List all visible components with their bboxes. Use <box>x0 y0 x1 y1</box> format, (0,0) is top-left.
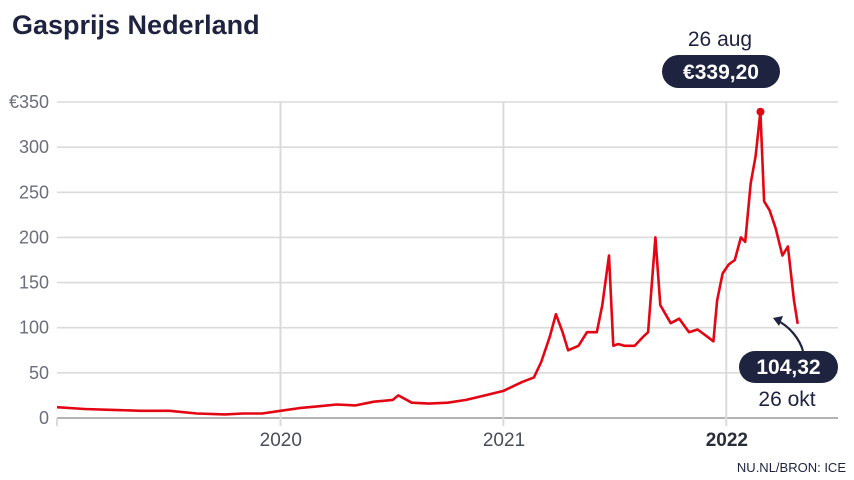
arrow-head <box>773 316 783 326</box>
y-axis-ticks: 0 50 100 150 200 250 300 €350 <box>9 92 49 428</box>
series-layer <box>56 110 799 416</box>
peak-value-label: €339,20 <box>683 61 759 84</box>
x-tick-label: 2022 <box>706 430 748 451</box>
y-tick-label: 150 <box>19 273 49 293</box>
last-date-label: 26 okt <box>758 388 815 411</box>
last-value-arrow <box>775 318 805 352</box>
peak-dot <box>756 107 765 116</box>
y-tick-label: 50 <box>29 363 49 383</box>
x-axis-ticks: 2020 2021 2022 <box>260 430 748 451</box>
chart-title: Gasprijs Nederland <box>12 10 260 40</box>
y-tick-label: 200 <box>19 227 49 247</box>
last-value-pill <box>739 351 838 383</box>
x-tick-label: 2020 <box>260 430 302 451</box>
x-tick-label: 2021 <box>483 430 525 451</box>
annotations: 26 aug €339,20 104,32 26 okt <box>662 28 838 411</box>
last-value-label: 104,32 <box>756 356 820 379</box>
grid <box>56 101 838 426</box>
source-credit: NU.NL/BRON: ICE <box>737 460 846 475</box>
price-line <box>56 110 799 416</box>
y-tick-label: 0 <box>39 408 49 428</box>
y-tick-label: 100 <box>19 318 49 338</box>
y-tick-label: 300 <box>19 137 49 157</box>
peak-date-label: 26 aug <box>688 28 752 51</box>
y-tick-label: €350 <box>9 92 49 112</box>
y-tick-label: 250 <box>19 182 49 202</box>
peak-value-pill <box>662 55 780 88</box>
